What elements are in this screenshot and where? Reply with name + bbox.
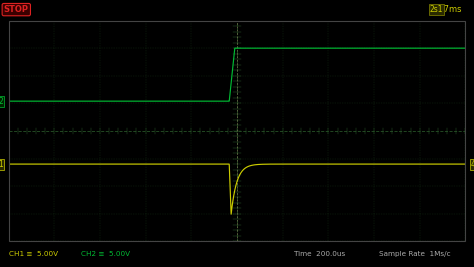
Text: CH1 ≡  5.00V: CH1 ≡ 5.00V [9, 251, 59, 257]
Text: 4: 4 [471, 160, 474, 168]
Text: 2: 2 [0, 97, 3, 106]
Text: CH2 ≡  5.00V: CH2 ≡ 5.00V [81, 251, 130, 257]
Text: Time  200.0us: Time 200.0us [294, 251, 345, 257]
Text: STOP: STOP [4, 5, 29, 14]
Text: Sample Rate  1Ms/c: Sample Rate 1Ms/c [379, 251, 451, 257]
Text: 2s1: 2s1 [430, 5, 443, 14]
Text: 1: 1 [0, 160, 3, 168]
Text: 827ms: 827ms [434, 5, 462, 14]
